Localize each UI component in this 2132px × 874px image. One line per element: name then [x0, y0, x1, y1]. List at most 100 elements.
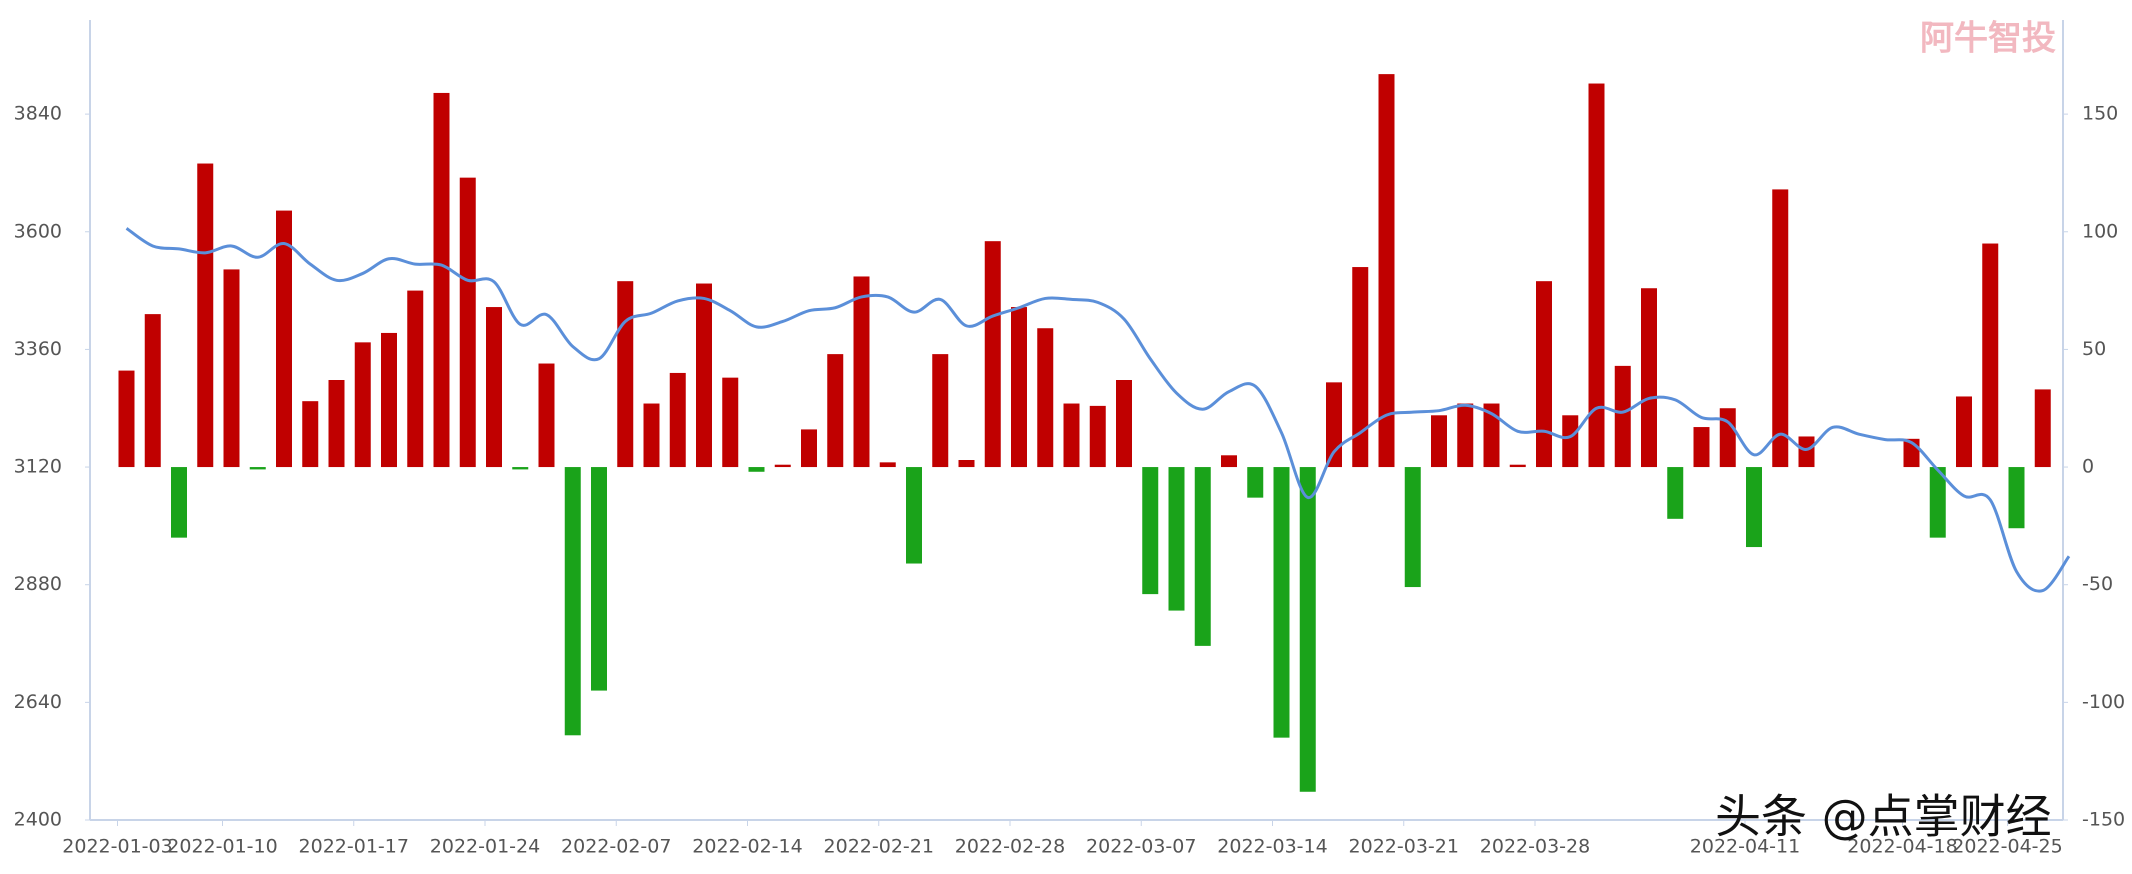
bar: [696, 283, 712, 468]
bar: [932, 354, 949, 468]
bar: [748, 467, 765, 472]
bar: [1037, 328, 1054, 468]
y-tick-label: 3120: [14, 456, 62, 478]
bar: [1667, 467, 1684, 519]
bar: [1299, 467, 1316, 792]
bar: [1719, 408, 1736, 468]
bar: [801, 429, 817, 468]
x-tick-label: 2022-04-25: [1952, 836, 2062, 858]
x-tick-label: 2022-03-07: [1086, 836, 1196, 858]
bar: [538, 363, 555, 468]
bar: [1956, 396, 1972, 468]
bar: [722, 377, 739, 468]
bar: [1562, 415, 1579, 468]
y2-tick-label: -50: [2082, 573, 2113, 595]
bar: [1116, 380, 1132, 468]
bar: [1772, 189, 1789, 468]
bar: [853, 276, 870, 468]
x-tick-label: 2022-03-28: [1480, 836, 1590, 858]
watermark-logo: 阿牛智投: [1920, 19, 2056, 59]
bar: [118, 370, 135, 468]
bar: [2034, 389, 2051, 468]
bar: [1168, 467, 1185, 611]
bar: [906, 467, 922, 564]
bar: [249, 467, 266, 470]
bar: [1798, 436, 1815, 468]
bar: [1641, 288, 1657, 468]
y2-tick-label: -100: [2082, 691, 2125, 713]
bar: [144, 314, 161, 468]
bar: [1378, 74, 1395, 468]
x-tick-label: 2022-01-03: [62, 836, 172, 858]
bar: [1588, 83, 1605, 468]
bar: [512, 467, 529, 470]
bar: [1536, 281, 1552, 468]
bar: [1221, 455, 1237, 468]
y2-tick-label: 100: [2082, 220, 2118, 242]
bar: [354, 342, 371, 468]
bar: [302, 401, 319, 468]
bar: [381, 332, 397, 468]
bar: [407, 290, 424, 468]
bar: [459, 177, 476, 468]
y-tick-label: 2400: [14, 809, 62, 831]
x-tick-label: 2022-02-14: [692, 836, 802, 858]
bar: [433, 92, 450, 468]
bar: [643, 403, 660, 468]
bar: [1929, 467, 1946, 538]
bar: [1089, 405, 1106, 468]
bar: [1509, 464, 1526, 468]
line: [125, 227, 2071, 593]
bar: [827, 354, 844, 468]
bar: [591, 467, 607, 691]
bar: [1457, 403, 1474, 468]
x-tick-label: 2022-03-14: [1217, 836, 1327, 858]
y2-tick-label: -150: [2082, 809, 2125, 831]
bar: [1693, 427, 1710, 468]
y2-tick-label: 150: [2082, 103, 2118, 125]
bar: [617, 281, 634, 468]
bar: [1063, 403, 1080, 468]
bar: [669, 372, 686, 468]
bar: [1011, 307, 1027, 468]
x-tick-label: 2022-04-18: [1847, 836, 1957, 858]
bar: [1142, 467, 1159, 595]
bar: [1352, 267, 1369, 468]
x-tick-label: 2022-02-28: [955, 836, 1065, 858]
y-tick-label: 3360: [14, 338, 62, 360]
x-tick-label: 2022-01-24: [430, 836, 540, 858]
x-tick-label: 2022-02-07: [561, 836, 671, 858]
bar: [1431, 415, 1447, 468]
bar: [328, 380, 345, 468]
bar: [1746, 467, 1762, 548]
y2-tick-label: 0: [2082, 456, 2094, 478]
y-tick-label: 2640: [14, 691, 62, 713]
bar: [564, 467, 581, 736]
y-tick-label: 3600: [14, 220, 62, 242]
bar: [879, 462, 896, 468]
x-tick-label: 2022-03-21: [1349, 836, 1459, 858]
bar: [2008, 467, 2025, 529]
bar: [774, 464, 791, 468]
y-tick-label: 2880: [14, 573, 62, 595]
bar: [1614, 365, 1631, 468]
bar: [276, 210, 292, 468]
x-tick-label: 2022-01-17: [299, 836, 409, 858]
bar: [1194, 467, 1211, 646]
bar: [223, 269, 240, 468]
bar: [1483, 403, 1500, 468]
bar: [984, 241, 1001, 468]
x-tick-label: 2022-04-11: [1690, 836, 1800, 858]
bar: [1247, 467, 1264, 498]
x-tick-label: 2022-02-21: [824, 836, 934, 858]
bar: [958, 460, 975, 468]
bar: [1404, 467, 1421, 588]
bar: [171, 467, 187, 538]
bar: [486, 307, 502, 468]
bar: [1273, 467, 1290, 738]
y2-tick-label: 50: [2082, 338, 2106, 360]
bar: [197, 163, 214, 468]
watermark-text: 头条 @点掌财经: [1715, 790, 2052, 844]
x-tick-label: 2022-01-10: [167, 836, 277, 858]
